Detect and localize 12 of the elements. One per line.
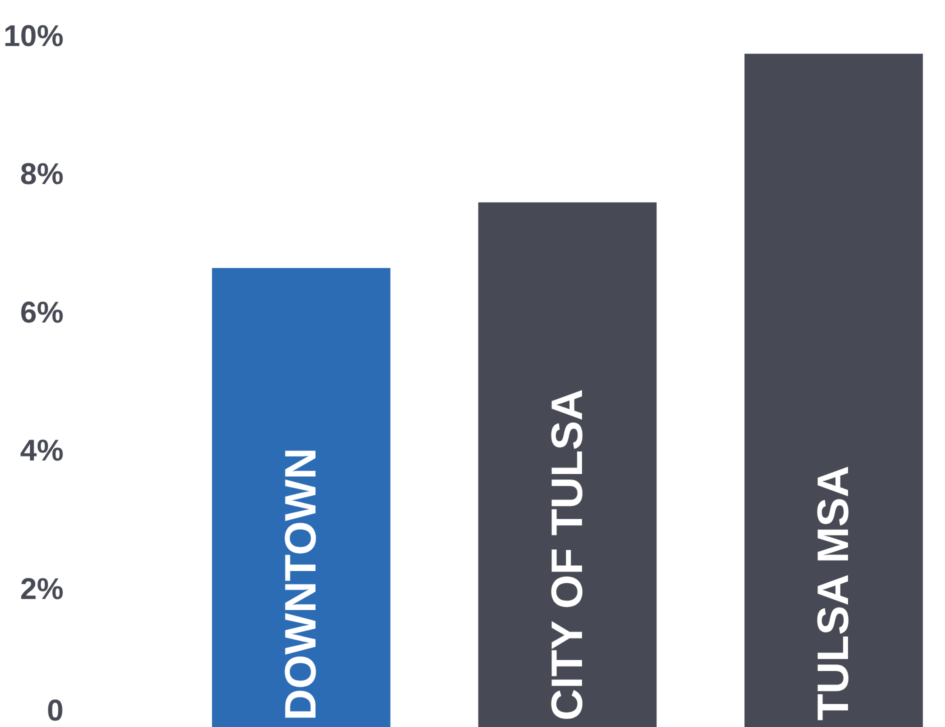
x-tick-label: DOWNTOWN [276, 448, 326, 721]
y-tick-label: 0 [46, 694, 64, 727]
x-tick-label: TULSA MSA [809, 466, 858, 721]
y-tick-label: 2% [20, 572, 64, 606]
y-tick-label: 8% [20, 158, 64, 192]
bar [212, 268, 390, 727]
y-tick-label: 4% [20, 434, 64, 468]
x-tick-label: CITY OF TULSA [542, 388, 592, 721]
bar [478, 202, 657, 727]
y-tick-label: 6% [20, 296, 64, 330]
y-tick-label: 10% [3, 20, 64, 53]
bar [744, 54, 923, 727]
